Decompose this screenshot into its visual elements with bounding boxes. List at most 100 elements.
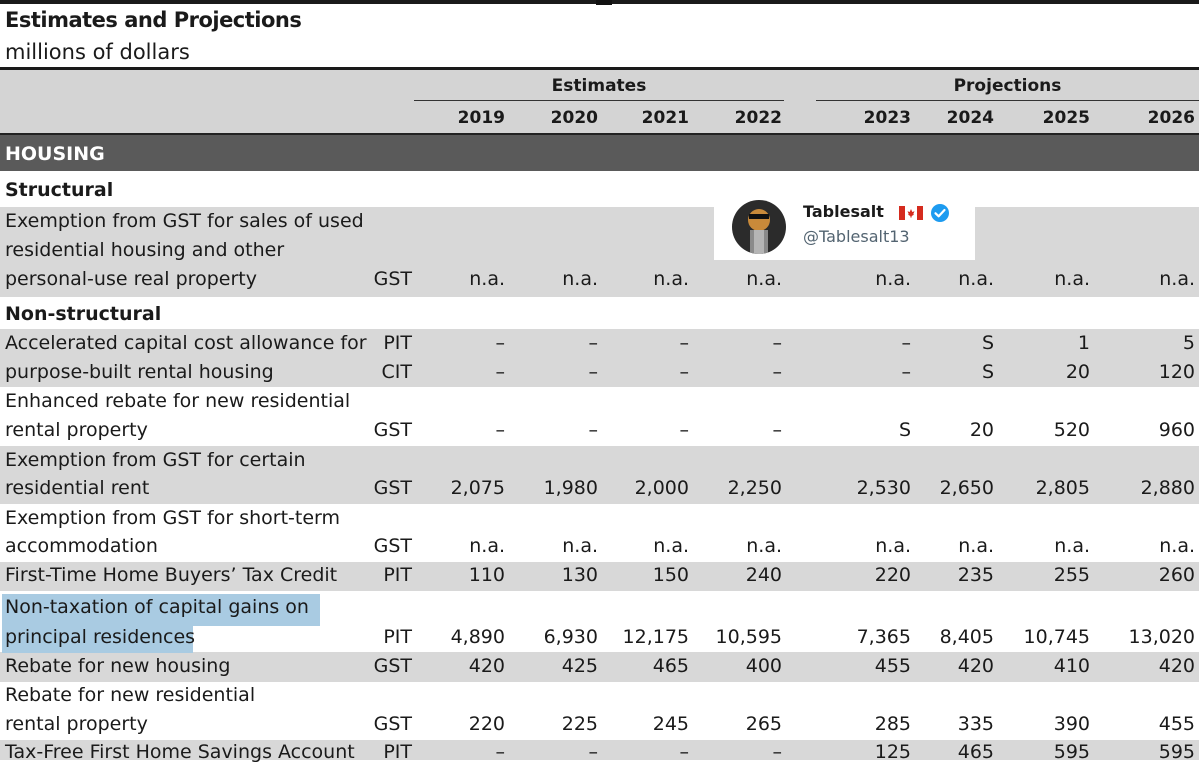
value-cell: n.a. — [958, 535, 994, 557]
value-cell: 335 — [957, 713, 994, 735]
value-cell: – — [495, 419, 506, 441]
row-label: residential housing and other — [5, 239, 285, 261]
tax-type: GST — [373, 419, 412, 441]
value-cell: n.a. — [469, 535, 505, 557]
value-cell: 5 — [1182, 332, 1195, 354]
tax-type: PIT — [383, 626, 412, 648]
tax-type: GST — [373, 268, 412, 290]
value-cell: – — [772, 361, 783, 383]
value-cell: n.a. — [746, 268, 782, 290]
title-rule — [0, 67, 1199, 70]
value-cell: 225 — [561, 713, 598, 735]
value-cell: 465 — [957, 741, 994, 763]
value-cell: 410 — [1053, 655, 1090, 677]
value-cell: 265 — [745, 713, 782, 735]
value-cell: 220 — [874, 564, 911, 586]
value-cell: – — [495, 332, 506, 354]
value-cell: 20 — [969, 419, 994, 441]
value-cell: n.a. — [1054, 268, 1090, 290]
value-cell: n.a. — [746, 535, 782, 557]
value-cell: 6,930 — [543, 626, 598, 648]
value-cell: – — [588, 332, 599, 354]
value-cell: n.a. — [1054, 535, 1090, 557]
value-cell: 110 — [468, 564, 505, 586]
value-cell: 2,880 — [1140, 477, 1195, 499]
value-cell: 130 — [561, 564, 598, 586]
value-cell: 7,365 — [856, 626, 911, 648]
row-label: First-Time Home Buyers’ Tax Credit — [5, 564, 338, 586]
tax-type: GST — [373, 477, 412, 499]
value-cell: 125 — [874, 741, 911, 763]
year-header: 2021 — [641, 108, 689, 128]
value-cell: n.a. — [875, 535, 911, 557]
value-cell: 1,980 — [543, 477, 598, 499]
section-housing: HOUSING — [5, 143, 105, 165]
value-cell: 285 — [874, 713, 911, 735]
value-cell: 120 — [1158, 361, 1195, 383]
value-cell: 455 — [874, 655, 911, 677]
subsection-structural: Structural — [5, 179, 114, 201]
value-cell: 1 — [1077, 332, 1090, 354]
value-cell: 2,075 — [450, 477, 505, 499]
value-cell: 10,745 — [1023, 626, 1090, 648]
text-highlight — [2, 626, 193, 653]
table-header — [0, 70, 1199, 133]
value-cell: 260 — [1158, 564, 1195, 586]
tax-type: PIT — [383, 564, 412, 586]
row-label: Rebate for new housing — [5, 655, 231, 677]
row-label: principal residences — [5, 626, 196, 648]
row-band — [0, 652, 1199, 682]
value-cell: n.a. — [1159, 268, 1195, 290]
value-cell: – — [495, 361, 506, 383]
value-cell: S — [981, 332, 994, 354]
value-cell: 960 — [1158, 419, 1195, 441]
value-cell: 235 — [957, 564, 994, 586]
tax-type: GST — [373, 655, 412, 677]
overlay-username[interactable]: Tablesalt — [803, 202, 884, 221]
value-cell: 465 — [652, 655, 689, 677]
value-cell: 240 — [745, 564, 782, 586]
row-label: Accelerated capital cost allowance for — [5, 332, 367, 354]
value-cell: 4,890 — [450, 626, 505, 648]
year-header: 2019 — [457, 108, 505, 128]
row-label: rental property — [5, 713, 148, 735]
year-header: 2025 — [1042, 108, 1090, 128]
value-cell: – — [588, 741, 599, 763]
value-cell: – — [679, 741, 690, 763]
value-cell: 2,000 — [634, 477, 689, 499]
value-cell: 10,595 — [715, 626, 782, 648]
value-cell: n.a. — [653, 535, 689, 557]
tax-type: PIT — [383, 741, 412, 763]
value-cell: 520 — [1053, 419, 1090, 441]
year-header: 2020 — [550, 108, 598, 128]
value-cell: – — [588, 419, 599, 441]
tax-type: GST — [373, 535, 412, 557]
value-cell: 595 — [1158, 741, 1195, 763]
value-cell: 595 — [1053, 741, 1090, 763]
value-cell: 455 — [1158, 713, 1195, 735]
top-notch — [596, 0, 612, 5]
value-cell: 425 — [561, 655, 598, 677]
row-label: Exemption from GST for short-term — [5, 507, 341, 529]
value-cell: S — [898, 419, 911, 441]
value-cell: – — [588, 361, 599, 383]
row-band — [0, 329, 1199, 387]
overlay-handle[interactable]: @Tablesalt13 — [803, 227, 910, 246]
row-label: accommodation — [5, 535, 158, 557]
row-label: rental property — [5, 419, 148, 441]
value-cell: – — [772, 741, 783, 763]
value-cell: – — [495, 741, 506, 763]
avatar[interactable] — [732, 200, 786, 254]
value-cell: S — [981, 361, 994, 383]
row-band — [0, 562, 1199, 591]
value-cell: 13,020 — [1128, 626, 1195, 648]
row-band — [0, 207, 1199, 297]
row-band — [0, 740, 1199, 760]
subsection-non-structural: Non-structural — [5, 303, 162, 325]
value-cell: 420 — [468, 655, 505, 677]
text-highlight — [2, 594, 320, 626]
tax-type: GST — [373, 713, 412, 735]
value-cell: 2,530 — [856, 477, 911, 499]
value-cell: n.a. — [958, 268, 994, 290]
value-cell: n.a. — [875, 268, 911, 290]
